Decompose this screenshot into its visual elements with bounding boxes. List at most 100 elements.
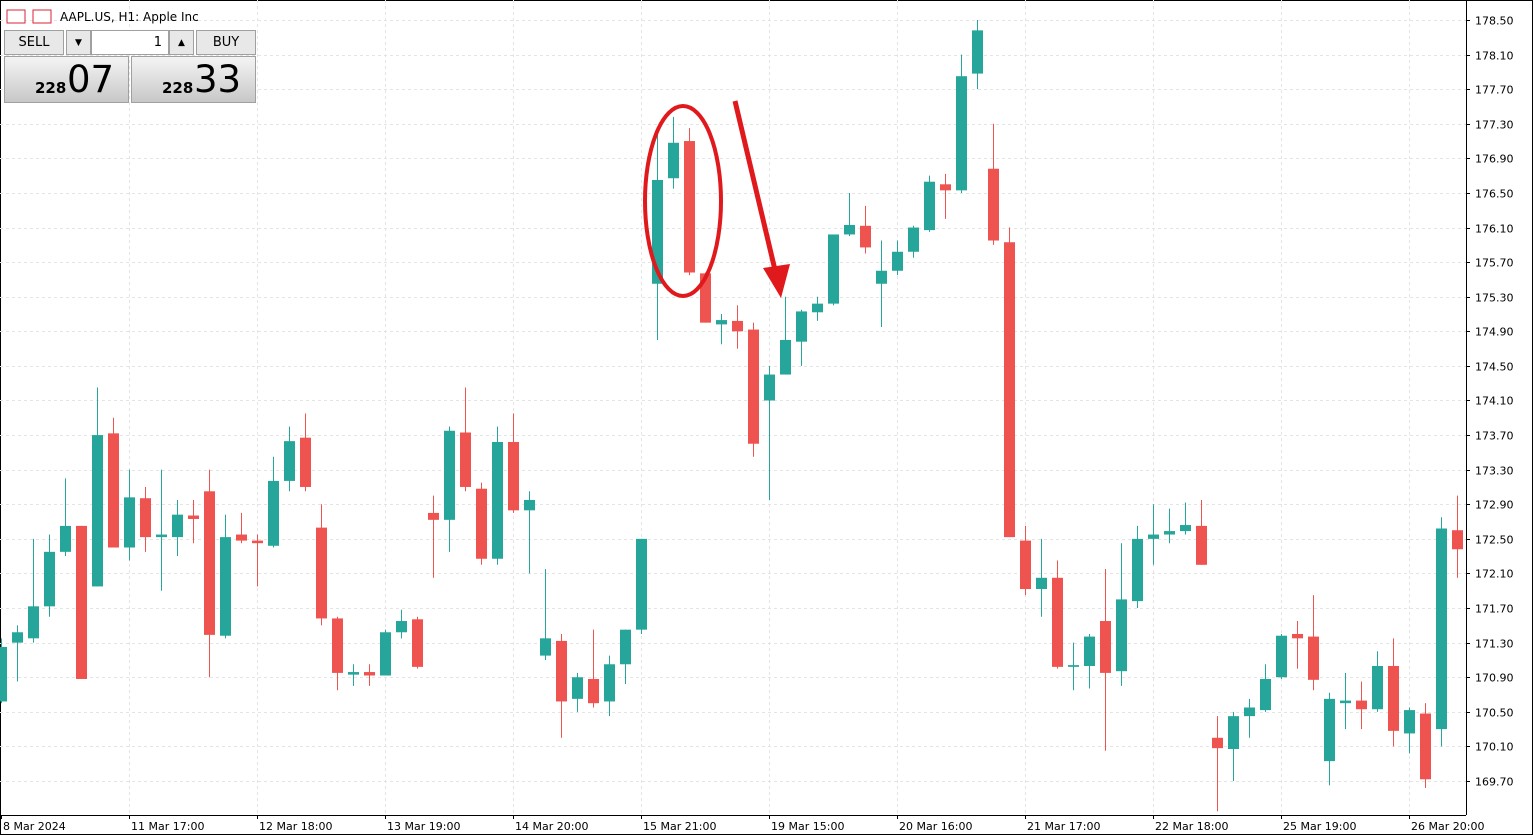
candles [0,19,1463,812]
candle-body [1052,577,1063,667]
candle-body [316,527,327,619]
candle-body [956,76,967,191]
y-tick-label: 176.90 [1475,153,1514,166]
x-tick-label: 8 Mar 2024 [3,820,66,833]
candle-body [1260,678,1271,711]
candle-body [604,664,615,702]
candle-body [428,512,439,520]
sell-price-small: 228 [35,79,67,97]
candle-body [1116,599,1127,672]
chart-header: AAPL.US, H1: Apple Inc [6,9,199,24]
buy-price-small: 228 [162,79,194,97]
candle-body [204,491,215,635]
candle-body [252,540,263,544]
candle-body [1420,713,1431,780]
annotation-ellipse [643,104,723,298]
candle-body [1196,525,1207,565]
candle-body [1388,665,1399,731]
candle-body [1084,636,1095,666]
candle-body [412,619,423,667]
candle-body [76,525,87,679]
axes: 178.50 178.10 177.70 177.30 176.90 176.50 176.… [1,15,1514,833]
sell-price-big: 07 [67,58,115,101]
candle-body [364,672,375,676]
candle-body [1068,665,1079,667]
x-tick-label: 15 Mar 21:00 [643,820,716,833]
x-tick-label: 22 Mar 18:00 [1155,820,1228,833]
y-tick-label: 175.70 [1475,257,1514,270]
candle-body [1356,700,1367,710]
y-tick-label: 174.90 [1475,326,1514,339]
candle-body [860,225,871,248]
candle-body [732,320,743,332]
x-tick-label: 26 Mar 20:00 [1411,820,1484,833]
sell-button[interactable]: SELL [4,30,64,55]
candle-body [1036,577,1047,590]
candle-body [796,311,807,342]
x-tick-label: 25 Mar 19:00 [1283,820,1356,833]
candle-body [924,181,935,231]
candle-body [396,621,407,633]
candle-body [988,168,999,241]
annotation-arrow [732,100,778,271]
y-tick-label: 178.10 [1475,50,1514,63]
y-tick-label: 170.90 [1475,672,1514,685]
candle-body [108,433,119,548]
candle-body [284,441,295,481]
candle-body [940,184,951,191]
candle-body [44,551,55,607]
y-tick-label: 177.70 [1475,84,1514,97]
candle-body [1308,636,1319,680]
grid [0,0,1466,815]
volume-up[interactable]: ▲ [169,30,194,55]
candle-body [1276,635,1287,678]
candle-body [636,538,647,630]
candle-body [908,227,919,252]
candle-body [1340,700,1351,704]
y-tick-label: 172.10 [1475,568,1514,581]
candle-body [92,435,103,587]
candle-body [1132,538,1143,602]
sell-price[interactable]: 228 07 [4,56,129,103]
x-tick-label: 11 Mar 17:00 [131,820,204,833]
candle-body [588,678,599,704]
candle-body [892,251,903,271]
candle-body [460,432,471,487]
candle-body [188,515,199,519]
y-tick-label: 174.10 [1475,395,1514,408]
candle-body [572,677,583,699]
candle-body [812,303,823,313]
buy-price[interactable]: 228 33 [131,56,256,103]
y-tick-label: 172.90 [1475,499,1514,512]
buy-button[interactable]: BUY [196,30,256,55]
candle-body [220,537,231,636]
candle-body [236,534,247,541]
candle-body [140,498,151,538]
candle-body [12,632,23,643]
candle-body [1372,665,1383,710]
candle-body [972,30,983,74]
volume-down[interactable]: ▼ [66,30,91,55]
y-tick-label: 173.70 [1475,430,1514,443]
x-tick-label: 12 Mar 18:00 [259,820,332,833]
icon [6,9,26,24]
y-tick-label: 173.30 [1475,465,1514,478]
candle-body [844,224,855,235]
candle-body [1228,716,1239,750]
y-tick-label: 171.70 [1475,603,1514,616]
candle-body [508,442,519,511]
y-tick-label: 171.30 [1475,638,1514,651]
chart-title: AAPL.US, H1: Apple Inc [60,10,199,24]
y-tick-label: 177.30 [1475,119,1514,132]
candle-body [300,437,311,487]
candle-body [620,629,631,665]
candle-body [540,638,551,656]
candle-body [780,339,791,375]
volume-input[interactable]: 1 [91,30,169,55]
candle-body [476,488,487,559]
candle-body [444,430,455,520]
candle-body [700,273,711,323]
x-tick-label: 19 Mar 15:00 [771,820,844,833]
